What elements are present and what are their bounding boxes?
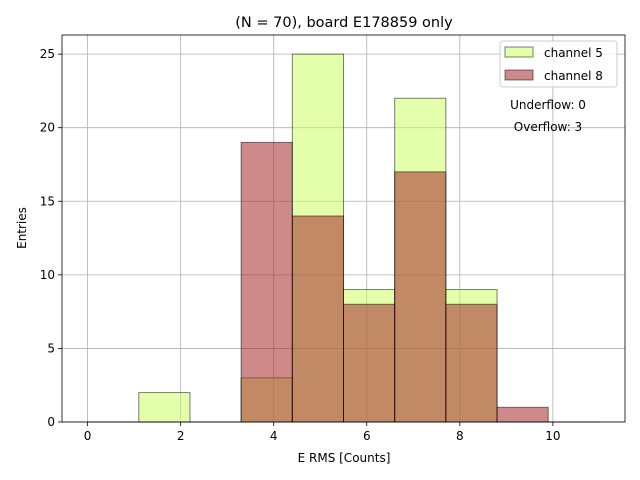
- legend-swatch-channel-8: [504, 69, 534, 81]
- underflow-annotation: Underflow: 0: [510, 98, 586, 112]
- histogram-bar: [394, 171, 447, 423]
- x-tick-label: 6: [363, 429, 371, 443]
- y-tick-label: 20: [40, 121, 55, 135]
- histogram-bar: [343, 303, 396, 423]
- histogram-bars: [87, 53, 600, 423]
- series-channel-8: [87, 141, 600, 423]
- histogram-bar: [445, 303, 498, 423]
- legend-label-channel-8: channel 8: [544, 69, 603, 83]
- histogram-bar: [496, 406, 549, 423]
- x-tick-label: 8: [456, 429, 464, 443]
- y-tick-label: 10: [40, 268, 55, 282]
- x-tick-label: 4: [270, 429, 278, 443]
- legend-swatch-channel-5: [504, 46, 534, 58]
- histogram-bar: [240, 141, 293, 423]
- x-tick-label: 10: [545, 429, 560, 443]
- chart-title: (N = 70), board E178859 only: [235, 15, 453, 31]
- y-tick-label: 25: [40, 47, 55, 61]
- y-tick-label: 5: [47, 341, 55, 355]
- legend-label-channel-5: channel 5: [544, 46, 603, 60]
- y-tick-label: 15: [40, 194, 55, 208]
- histogram-bar: [138, 392, 191, 423]
- axis-ticks: 0 2 4 6 8 10 0 5 10 15 20 25: [40, 47, 561, 443]
- plot-frame: [61, 34, 626, 423]
- legend: channel 5 channel 8: [499, 40, 618, 88]
- x-axis-label: E RMS [Counts]: [298, 451, 391, 465]
- y-tick-label: 0: [47, 415, 55, 429]
- overflow-annotation: Overflow: 3: [514, 120, 582, 134]
- x-tick-label: 2: [177, 429, 185, 443]
- histogram-bar: [291, 215, 344, 423]
- x-tick-label: 0: [84, 429, 92, 443]
- y-axis-label: Entries: [15, 207, 29, 249]
